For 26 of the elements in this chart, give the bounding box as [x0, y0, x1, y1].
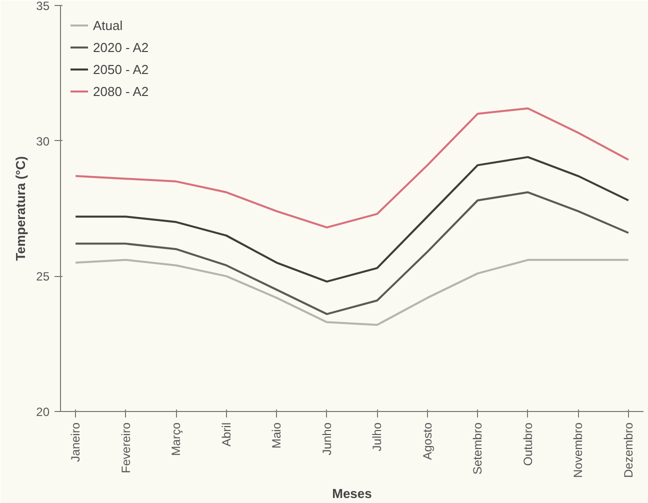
x-tick-label: Janeiro: [68, 422, 83, 462]
x-tick-label: Junho: [320, 422, 334, 456]
line-series: [74, 156, 630, 283]
legend-label: 2050 - A2: [93, 62, 149, 76]
x-axis-title: Meses: [332, 486, 372, 501]
legend-label: 2080 - A2: [93, 84, 149, 98]
y-tick-label: 25: [36, 270, 50, 284]
legend-label: Atual: [93, 18, 123, 32]
x-tick-label: Julho: [370, 422, 384, 452]
x-tick-label: Agosto: [420, 422, 434, 460]
x-tick-label: Fevereiro: [118, 422, 133, 474]
line-series: [74, 107, 630, 228]
x-tick-label: Abril: [219, 422, 234, 447]
line-series: [74, 191, 630, 316]
x-tick-label: Maio: [270, 422, 284, 449]
y-tick-label: 30: [36, 134, 50, 148]
line-series: [74, 258, 630, 326]
y-tick-label: 20: [36, 405, 50, 419]
y-axis-title: Temperatura (°C): [13, 156, 28, 261]
x-tick-label: Março: [169, 422, 184, 456]
legend-label: 2020 - A2: [93, 40, 149, 54]
y-tick-label: 35: [36, 0, 50, 13]
x-tick-label: Outubro: [520, 422, 535, 466]
x-tick-label: Novembro: [571, 422, 586, 478]
x-tick-label: Dezembro: [621, 422, 636, 478]
x-tick-label: Setembro: [470, 422, 485, 475]
